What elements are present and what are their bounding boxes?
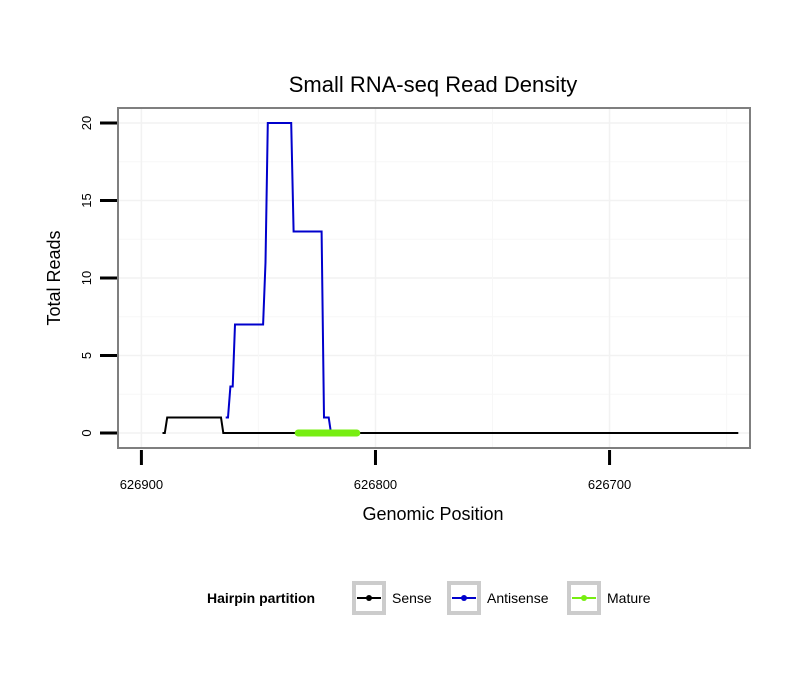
grid-lines bbox=[118, 108, 750, 448]
plot-border bbox=[117, 107, 751, 449]
legend-label: Mature bbox=[607, 590, 651, 606]
y-tick-label: 15 bbox=[79, 193, 94, 207]
y-tick-label: 0 bbox=[79, 429, 94, 436]
x-tick-label: 626700 bbox=[588, 477, 631, 492]
x-tick-label: 626900 bbox=[120, 477, 163, 492]
legend: Hairpin partition Sense Antisense Mature bbox=[207, 581, 651, 615]
legend-item-sense: Sense bbox=[352, 581, 432, 615]
legend-label: Sense bbox=[392, 590, 432, 606]
y-axis-title: Total Reads bbox=[44, 230, 64, 325]
series-line-sense bbox=[162, 416, 739, 434]
legend-key-point bbox=[366, 595, 372, 601]
y-tick-label: 10 bbox=[79, 271, 94, 285]
series-line-antisense bbox=[225, 122, 336, 434]
legend-item-antisense: Antisense bbox=[447, 581, 549, 615]
y-axis: 0 5 10 15 20 bbox=[79, 116, 117, 437]
y-tick-label: 5 bbox=[79, 352, 94, 359]
x-tick-label: 626800 bbox=[354, 477, 397, 492]
legend-title: Hairpin partition bbox=[207, 590, 315, 606]
y-tick-label: 20 bbox=[79, 116, 94, 130]
legend-label: Antisense bbox=[487, 590, 549, 606]
legend-key-point bbox=[461, 595, 467, 601]
legend-item-mature: Mature bbox=[567, 581, 651, 615]
legend-key-point bbox=[581, 595, 587, 601]
series-layer bbox=[162, 122, 739, 437]
x-axis-title: Genomic Position bbox=[362, 504, 503, 524]
chart-title: Small RNA-seq Read Density bbox=[289, 72, 578, 97]
x-axis: 626900 626800 626700 bbox=[120, 450, 631, 492]
